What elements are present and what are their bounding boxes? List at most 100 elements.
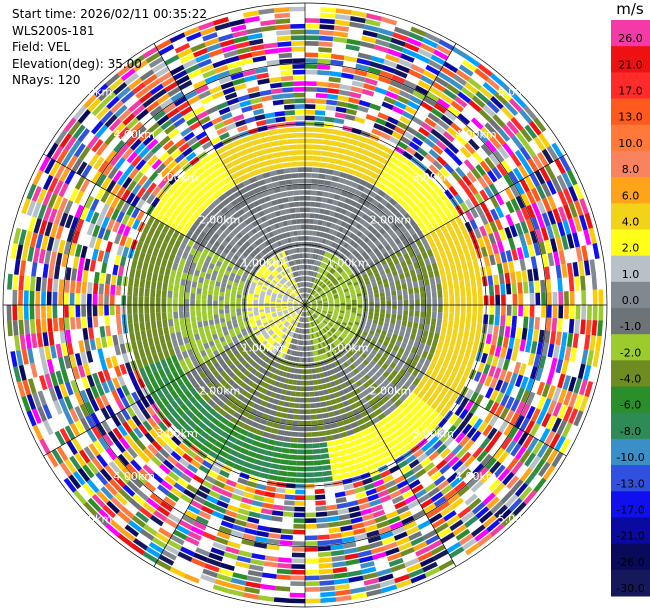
velocity-gate (447, 239, 455, 250)
velocity-gate (529, 366, 538, 380)
velocity-gate (371, 199, 380, 207)
velocity-gate (339, 294, 345, 298)
velocity-gate (190, 305, 195, 312)
velocity-gate (196, 287, 202, 295)
velocity-gate (343, 317, 349, 322)
velocity-gate (350, 265, 357, 271)
velocity-gate (312, 271, 316, 277)
velocity-gate (532, 154, 544, 170)
velocity-gate (305, 569, 320, 575)
velocity-gate (395, 390, 404, 399)
velocity-gate (392, 32, 408, 42)
velocity-gate (371, 416, 381, 425)
velocity-gate (348, 321, 354, 327)
velocity-gate (309, 296, 313, 300)
velocity-gate (352, 302, 357, 305)
velocity-gate (305, 155, 313, 161)
velocity-gate (293, 408, 300, 414)
velocity-gate (591, 320, 598, 336)
velocity-gate (340, 323, 346, 328)
velocity-gate (412, 322, 419, 329)
velocity-gate (446, 83, 461, 96)
velocity-gate (366, 13, 383, 22)
velocity-gate (558, 291, 564, 305)
velocity-gate (434, 253, 442, 263)
velocity-gate (561, 263, 568, 278)
velocity-gate (311, 437, 320, 443)
velocity-gate (339, 466, 350, 474)
velocity-gate (362, 291, 368, 296)
velocity-gate (328, 228, 334, 235)
velocity-gate (314, 285, 318, 290)
velocity-gate (316, 310, 321, 313)
velocity-gate (312, 443, 320, 449)
velocity-gate (482, 173, 493, 186)
velocity-gate (373, 122, 385, 131)
velocity-gate (430, 107, 444, 119)
velocity-gate (315, 92, 328, 99)
velocity-gate (505, 383, 514, 397)
velocity-gate (168, 276, 175, 285)
velocity-gate (374, 312, 380, 317)
velocity-gate (479, 437, 491, 450)
velocity-gate (340, 208, 348, 215)
velocity-gate (312, 225, 318, 231)
velocity-gate (387, 219, 395, 228)
velocity-gate (318, 557, 332, 563)
velocity-gate (398, 273, 405, 280)
velocity-gate (309, 288, 313, 294)
velocity-gate (326, 234, 332, 240)
velocity-gate (429, 410, 439, 421)
velocity-gate (399, 445, 410, 455)
velocity-gate (368, 311, 374, 316)
velocity-gate (332, 314, 338, 318)
velocity-gate (284, 500, 295, 506)
velocity-gate (312, 230, 317, 236)
velocity-gate (12, 320, 19, 336)
velocity-gate (139, 278, 146, 289)
velocity-gate (334, 306, 340, 309)
velocity-gate (352, 74, 366, 83)
velocity-gate (291, 426, 299, 432)
velocity-gate (338, 461, 349, 468)
velocity-gate (365, 324, 371, 330)
velocity-gate (373, 166, 383, 175)
velocity-gate (324, 429, 333, 436)
velocity-gate (147, 263, 155, 273)
velocity-gate (340, 342, 346, 348)
velocity-gate (464, 251, 472, 262)
velocity-gate (451, 444, 463, 456)
velocity-gate (397, 360, 405, 368)
velocity-gate (352, 207, 360, 215)
velocity-gate (358, 279, 364, 285)
velocity-gate (417, 177, 427, 187)
velocity-gate (440, 532, 456, 544)
velocity-gate (422, 69, 437, 81)
velocity-gate (319, 290, 324, 295)
velocity-gate (334, 309, 340, 313)
velocity-gate (305, 282, 308, 287)
velocity-gate (398, 90, 412, 100)
velocity-gate (150, 296, 155, 305)
velocity-gate (330, 328, 335, 334)
velocity-gate (494, 345, 502, 357)
velocity-gate (437, 260, 444, 270)
velocity-gate (311, 184, 318, 190)
velocity-gate (339, 350, 345, 357)
velocity-gate (23, 305, 29, 320)
velocity-gate (318, 430, 326, 437)
velocity-gate (275, 440, 284, 447)
velocity-gate (313, 284, 317, 290)
velocity-gate (416, 371, 425, 381)
velocity-gate (339, 171, 348, 179)
velocity-gate (41, 291, 46, 305)
velocity-gate (97, 348, 105, 360)
velocity-gate (419, 42, 436, 54)
velocity-gate (484, 457, 497, 471)
velocity-gate (177, 337, 184, 346)
velocity-gate (335, 331, 341, 336)
velocity-gate (440, 66, 456, 78)
velocity-gate (439, 366, 447, 376)
velocity-gate (291, 564, 305, 569)
velocity-gate (361, 261, 368, 267)
